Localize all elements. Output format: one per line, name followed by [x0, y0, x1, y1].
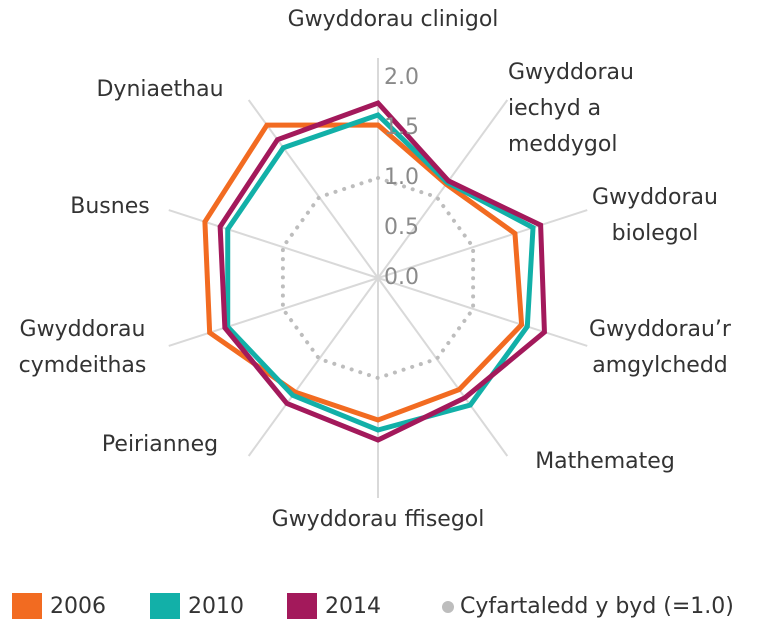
category-label: Peirianneg: [101, 432, 219, 457]
legend-swatch: [150, 593, 180, 619]
r-tick-label: 2.0: [384, 65, 419, 90]
spoke: [168, 277, 379, 347]
series-line: [225, 112, 536, 433]
series-line: [202, 122, 525, 423]
category-label: Busnes: [70, 194, 150, 219]
category-label: Mathemateg: [535, 449, 675, 474]
legend-label: 2010: [188, 594, 244, 619]
legend-swatch: [12, 593, 42, 619]
category-label: Dyniaethau: [96, 77, 224, 102]
r-tick-label: 1.5: [384, 115, 419, 140]
r-tick-label: 1.0: [384, 165, 419, 190]
category-label: Gwyddorau iechyd a meddygol: [508, 60, 634, 157]
spoke: [377, 277, 588, 347]
category-label: Gwyddorau biolegol: [592, 185, 718, 246]
legend-swatch: [287, 593, 317, 619]
spoke: [377, 209, 588, 279]
reference-line: [280, 175, 476, 381]
category-label: Gwyddorau ffisegol: [271, 507, 485, 532]
spoke: [168, 209, 379, 279]
series-line: [217, 100, 547, 443]
r-tick-label: 0.5: [384, 215, 419, 240]
legend-label: 2014: [325, 594, 381, 619]
spoke: [377, 277, 509, 457]
legend-label: Cyfartaledd y byd (=1.0): [460, 594, 734, 619]
spoke: [247, 99, 379, 279]
r-tick-label: 0.0: [384, 265, 419, 290]
legend-label: 2006: [50, 594, 106, 619]
category-label: Gwyddorau clinigol: [287, 7, 499, 32]
spoke: [247, 277, 379, 457]
spoke: [377, 99, 509, 279]
category-label: Gwyddorau cymdeithas: [18, 317, 147, 378]
category-label: Gwyddorau’r amgylchedd: [589, 317, 731, 378]
legend-swatch: [442, 601, 454, 613]
